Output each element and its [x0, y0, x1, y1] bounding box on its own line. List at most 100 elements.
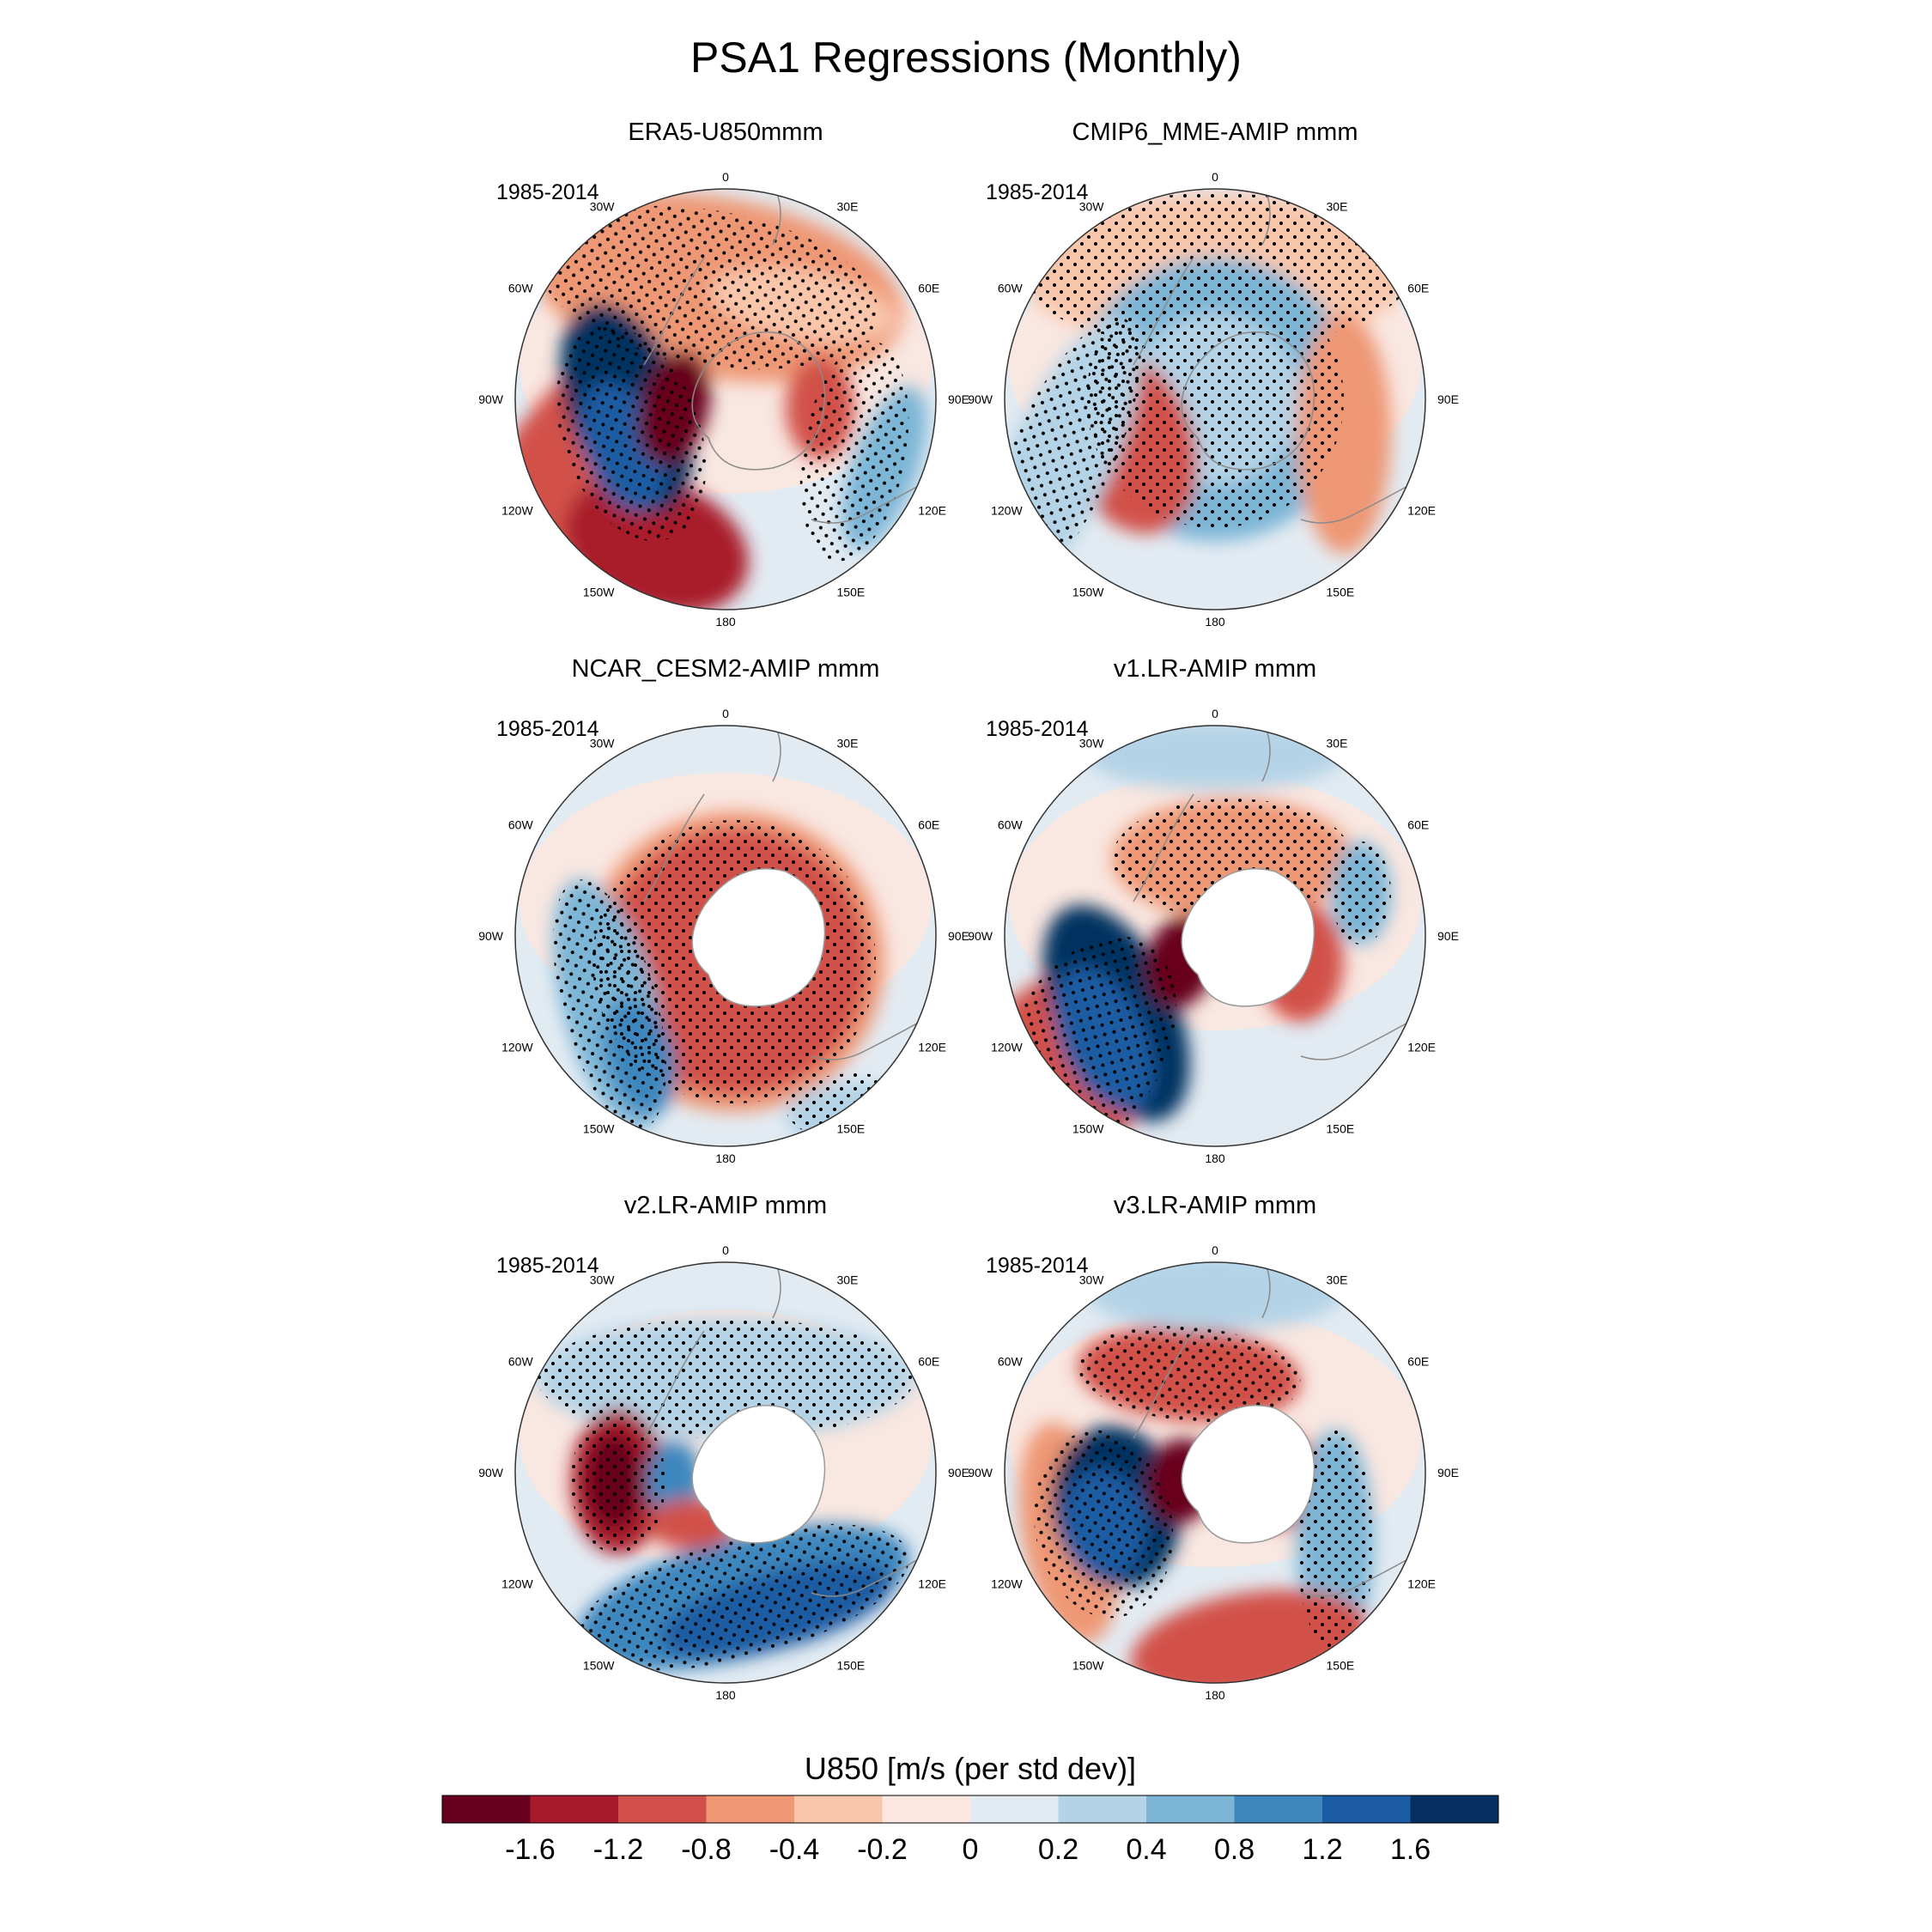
longitude-label: 0 [722, 707, 729, 720]
longitude-label: 30W [590, 737, 616, 750]
significance-stipple [1297, 1430, 1374, 1653]
longitude-label: 90E [1437, 392, 1459, 406]
map-panel: v2.LR-AMIP mmm 1985-2014 0 30E 60E 90E 120E 150… [478, 1192, 969, 1702]
longitude-label: 30W [1079, 200, 1105, 214]
longitude-label: 30E [837, 737, 859, 750]
longitude-label: 150W [1072, 1121, 1104, 1135]
significance-stipple [1078, 1326, 1301, 1422]
map-border [1004, 1261, 1426, 1684]
anomaly-region [1086, 726, 1344, 790]
south-america-coastline [1133, 257, 1194, 366]
longitude-label: 30W [590, 1273, 616, 1287]
longitude-label: 150E [837, 1121, 866, 1135]
figure-title: PSA1 Regressions (Monthly) [690, 33, 1242, 82]
antarctica-coastline [691, 331, 826, 471]
australia-coastline [811, 1017, 928, 1060]
longitude-label: 150E [1327, 585, 1355, 598]
longitude-label: 60W [508, 818, 534, 832]
panel-title: v2.LR-AMIP mmm [624, 1192, 827, 1219]
longitude-label: 90E [948, 1466, 969, 1479]
significance-stipple [1331, 841, 1391, 945]
longitude-label: 150E [1327, 1121, 1355, 1135]
panel-period: 1985-2014 [986, 180, 1089, 204]
colorbar-swatch [794, 1795, 883, 1823]
longitude-label: 60E [1407, 818, 1429, 832]
colorbar-tick-label: 0 [963, 1833, 979, 1866]
colorbar: U850 [m/s (per std dev)] -1.6 -1.2 -0.8 -0.4… [441, 1751, 1499, 1866]
longitude-label: 120E [1407, 1577, 1436, 1591]
longitude-label: 180 [715, 615, 736, 629]
longitude-label: 30W [1079, 737, 1105, 750]
colorbar-tick-label: 0.4 [1126, 1833, 1166, 1866]
significance-stipple [537, 1318, 914, 1438]
colorbar-swatch [1058, 1795, 1147, 1823]
longitude-label: 150W [1072, 1658, 1104, 1672]
longitude-label: 30W [590, 200, 616, 214]
longitude-label: 150E [837, 1658, 866, 1672]
field-group [1005, 726, 1425, 1146]
longitude-label: 120E [918, 1041, 946, 1054]
panel-period: 1985-2014 [986, 717, 1089, 741]
colorbar-swatch [618, 1795, 707, 1823]
panel-period: 1985-2014 [496, 1254, 599, 1278]
map-panel: NCAR_CESM2-AMIP mmm 1985-2014 0 30E 60E 90E 12… [478, 655, 969, 1165]
africa-coastline [1261, 192, 1271, 246]
colorbar-tick-label: -0.4 [769, 1833, 820, 1866]
longitude-label: 30E [1327, 200, 1348, 214]
map-border [514, 725, 937, 1147]
australia-coastline [1300, 1553, 1418, 1597]
longitude-label: 150W [583, 1658, 615, 1672]
longitude-label: 90W [968, 1466, 993, 1479]
longitude-label: 60W [998, 818, 1024, 832]
longitude-label: 120W [501, 1041, 533, 1054]
significance-stipple [1033, 1430, 1174, 1619]
longitude-label: 90E [1437, 929, 1459, 943]
colorbar-swatch [970, 1795, 1059, 1823]
south-america-coastline [643, 257, 705, 366]
longitude-label: 90W [478, 392, 504, 406]
panel-period: 1985-2014 [496, 717, 599, 741]
longitude-label: 60W [508, 282, 534, 295]
longitude-label: 0 [722, 1243, 729, 1257]
map-border [1004, 188, 1426, 611]
longitude-label: 30E [1327, 737, 1348, 750]
longitude-label: 30E [837, 1273, 859, 1287]
panel-title: NCAR_CESM2-AMIP mmm [572, 655, 880, 683]
colorbar-title: U850 [m/s (per std dev)] [805, 1751, 1136, 1786]
significance-stipple [575, 1523, 910, 1671]
longitude-label: 60E [918, 818, 939, 832]
colorbar-frame [441, 1795, 1499, 1824]
antarctica-mask [691, 868, 826, 1007]
panel-title: ERA5-U850mmm [628, 118, 823, 146]
longitude-label: 60W [508, 1355, 534, 1369]
longitude-label: 180 [715, 1151, 736, 1165]
longitude-label: 30E [837, 200, 859, 214]
africa-coastline [1261, 1266, 1271, 1319]
colorbar-swatch [1234, 1795, 1323, 1823]
africa-coastline [772, 192, 781, 246]
africa-coastline [772, 1266, 781, 1319]
longitude-label: 90E [1437, 1466, 1459, 1479]
antarctica-coastline [1181, 331, 1315, 471]
longitude-label: 90W [968, 929, 993, 943]
colorbar-swatch [882, 1795, 971, 1823]
australia-coastline [811, 480, 928, 524]
longitude-label: 60E [1407, 1355, 1429, 1369]
longitude-label: 0 [1212, 707, 1218, 720]
longitude-label: 120W [991, 504, 1023, 518]
map-border [514, 1261, 937, 1684]
map-border [514, 188, 937, 611]
anomaly-region [1086, 1262, 1344, 1331]
panel-title: v3.LR-AMIP mmm [1114, 1192, 1316, 1219]
colorbar-swatch [530, 1795, 619, 1823]
longitude-label: 120E [918, 1577, 946, 1591]
map-panel: CMIP6_MME-AMIP mmm 1985-2014 0 30E 60E 90E 120… [968, 118, 1459, 629]
longitude-label: 90W [478, 929, 504, 943]
longitude-label: 60E [918, 282, 939, 295]
colorbar-tick-label: -0.8 [681, 1833, 732, 1866]
significance-stipple [556, 325, 707, 542]
significance-stipple [538, 205, 878, 370]
colorbar-tick-label: 1.6 [1390, 1833, 1431, 1866]
colorbar-swatch [1410, 1795, 1499, 1823]
